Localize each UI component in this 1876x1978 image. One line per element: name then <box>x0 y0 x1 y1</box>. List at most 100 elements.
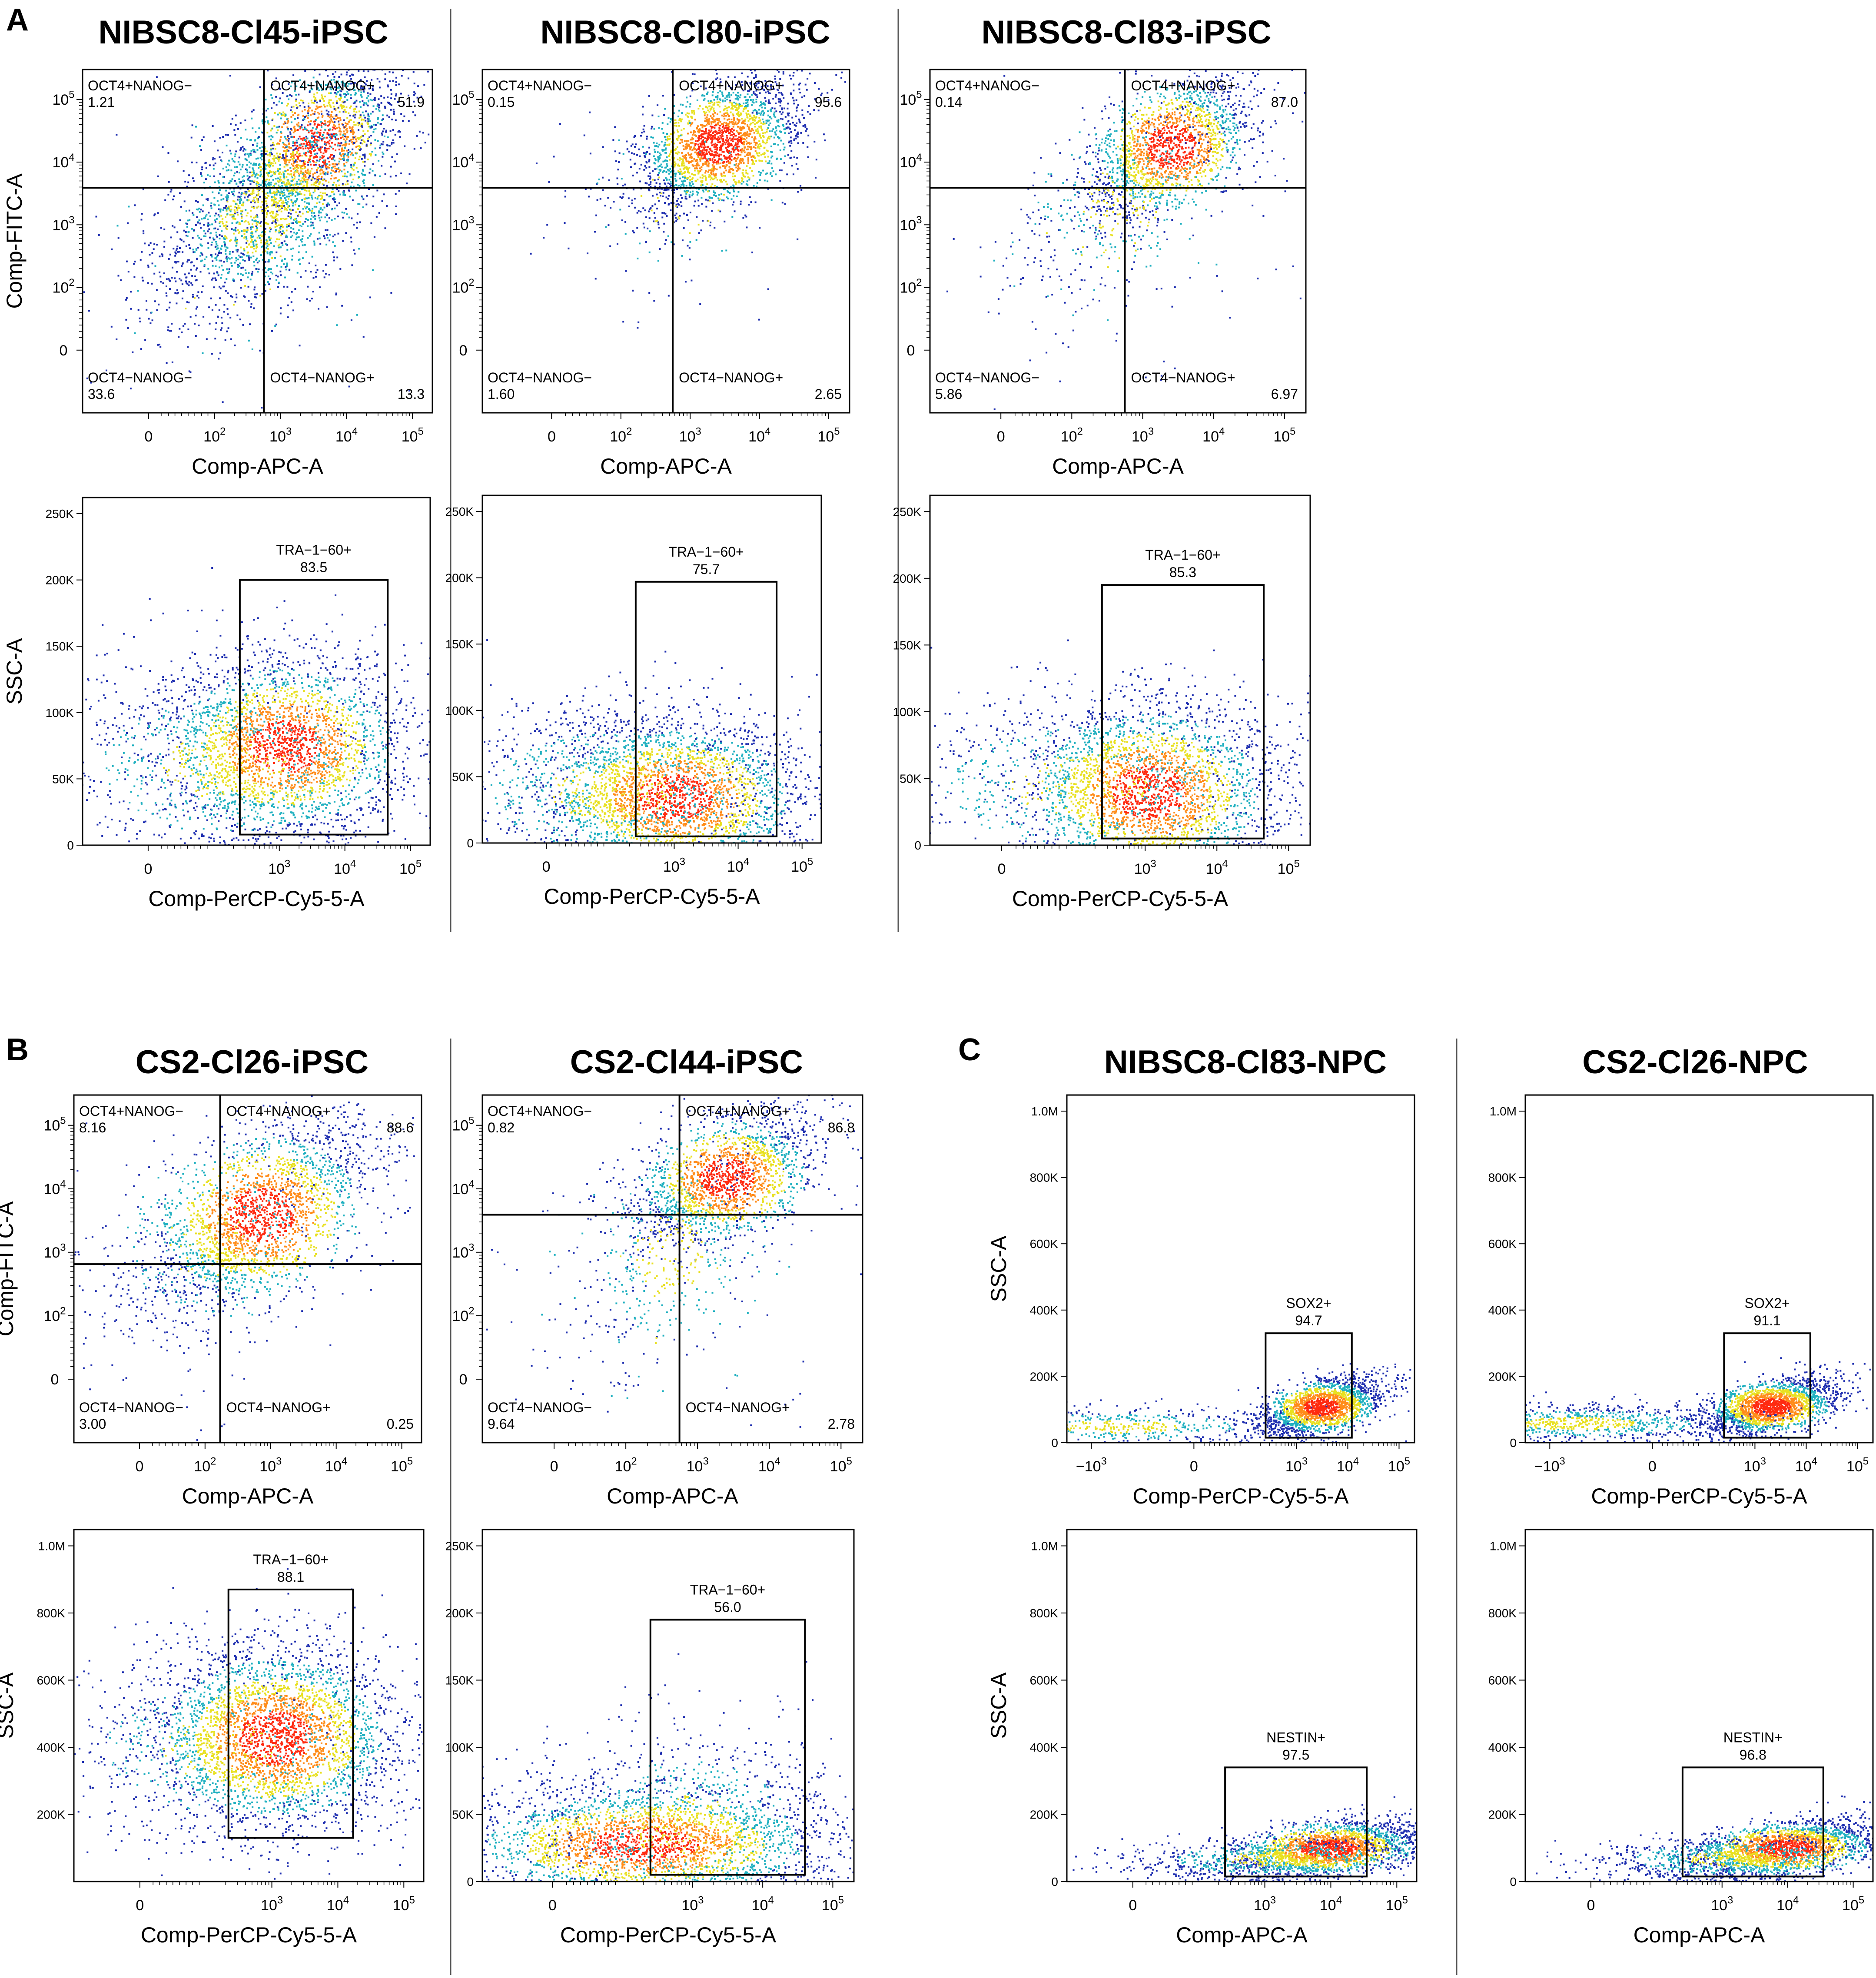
event-a2q-0-113 <box>817 110 820 112</box>
event-a2q-0-354 <box>748 204 750 206</box>
event-a1q-1-854 <box>285 202 287 204</box>
event-a1q-0-355 <box>333 79 335 81</box>
event-a2q-0-447 <box>657 179 659 180</box>
event-a2q-0-491 <box>769 102 771 104</box>
event-a2q-0-843 <box>689 183 691 185</box>
event-a2q-0-154 <box>779 78 781 80</box>
event-a2q-0-1311 <box>713 110 715 112</box>
event-a1q-0-865 <box>293 174 295 176</box>
event-a1q-3-15 <box>156 76 158 78</box>
event-a1q-2-791 <box>268 165 270 167</box>
event-a2q-0-657 <box>654 145 656 147</box>
event-a1q-0-866 <box>324 106 326 108</box>
event-a2q-0-790 <box>774 131 776 133</box>
event-a1q-1-326 <box>173 195 175 197</box>
event-a1q-1-666 <box>203 230 205 232</box>
event-a2q-0-217 <box>807 156 809 158</box>
event-a2q-0-896 <box>722 100 724 101</box>
event-a2q-0-1312 <box>708 111 711 113</box>
event-a1q-1-1002 <box>248 199 250 201</box>
event-a1q-2-15 <box>95 216 97 218</box>
scatter-points <box>530 70 847 329</box>
event-a1q-2-817 <box>286 165 288 166</box>
event-a1q-0-364 <box>302 208 304 210</box>
event-a1q-2-10 <box>139 317 141 319</box>
event-a2q-0-471 <box>712 202 714 204</box>
event-a2q-0-477 <box>768 101 770 103</box>
event-a1q-0-1280 <box>329 133 332 136</box>
event-a1q-0-476 <box>273 185 275 187</box>
event-a1q-1-31 <box>396 153 398 155</box>
event-a1q-2-800 <box>311 178 313 180</box>
event-a2q-0-833 <box>667 123 669 125</box>
event-a1q-0-1050 <box>296 165 298 167</box>
event-a1q-2-240 <box>328 274 330 275</box>
event-a2q-0-1356 <box>722 175 724 177</box>
event-a2q-0-421 <box>755 90 757 92</box>
event-a1q-2-582 <box>234 166 236 168</box>
event-a2q-0-1032 <box>767 150 769 152</box>
event-a2q-0-1080 <box>697 179 699 181</box>
event-a2q-0-502 <box>774 107 776 110</box>
event-a2q-0-1419 <box>681 139 683 141</box>
event-a1q-2-526 <box>227 208 229 210</box>
event-a2q-0-60 <box>821 93 823 95</box>
event-a2q-0-1352 <box>698 171 700 173</box>
event-a1q-2-148 <box>215 279 217 281</box>
event-a2q-0-638 <box>712 91 714 93</box>
event-a1q-2-279 <box>279 97 281 100</box>
event-a1q-2-152 <box>214 277 216 279</box>
event-a2q-0-174 <box>654 203 656 206</box>
event-a1q-1-839 <box>285 199 287 201</box>
event-a2q-0-521 <box>651 126 653 128</box>
event-a1q-2-600 <box>284 136 286 138</box>
event-a2q-0-854 <box>692 183 694 185</box>
event-a1q-1-353 <box>332 198 334 200</box>
event-a1q-1-575 <box>312 227 315 229</box>
event-a2q-0-125 <box>653 212 655 214</box>
event-a1q-2-488 <box>252 241 254 243</box>
event-a1q-0-1312 <box>323 132 325 133</box>
event-a1q-2-504 <box>304 128 306 130</box>
event-a1q-2-193 <box>395 206 397 207</box>
event-a1q-1-928 <box>251 191 253 193</box>
event-a2q-0-1193 <box>677 159 679 160</box>
event-a1q-1-306 <box>177 261 179 262</box>
event-a1q-1-685 <box>271 174 273 176</box>
event-a2q-0-318 <box>760 86 763 88</box>
event-a1q-2-62 <box>221 322 223 324</box>
event-a2q-0-629 <box>680 186 682 188</box>
event-a2q-0-87 <box>792 75 794 77</box>
event-a1q-0-369 <box>342 82 344 84</box>
event-a1q-0-1017 <box>332 170 335 172</box>
event-a1q-1-539 <box>249 279 252 281</box>
event-a1q-2-275 <box>322 270 325 272</box>
event-a1q-1-337 <box>176 248 178 250</box>
event-a1q-1-492 <box>188 231 190 233</box>
event-a2q-0-1205 <box>673 143 675 145</box>
event-a1q-2-681 <box>242 179 245 182</box>
event-a1q-1-990 <box>231 214 233 216</box>
event-a1q-1-611 <box>216 259 218 261</box>
event-a1q-2-270 <box>314 100 316 102</box>
event-a1q-1-119 <box>334 136 336 138</box>
event-a2q-0-1390 <box>699 170 701 172</box>
event-a2q-0-343 <box>769 93 771 94</box>
event-a1q-2-424 <box>332 241 334 243</box>
event-a1q-0-1317 <box>321 155 323 156</box>
event-a1q-0-123 <box>395 84 397 86</box>
event-a1q-2-837 <box>305 179 307 181</box>
event-a2q-0-1034 <box>760 122 762 124</box>
event-a2q-0-1411 <box>687 160 689 163</box>
event-a1q-2-719 <box>296 153 298 154</box>
event-a1q-3-20 <box>261 407 263 409</box>
event-a1q-0-230 <box>257 198 259 200</box>
event-a1q-0-119 <box>269 228 272 230</box>
event-a1q-2-405 <box>362 180 364 183</box>
event-a2q-0-881 <box>771 151 773 153</box>
event-a2q-0-1161 <box>762 153 764 155</box>
plot-a1q: OCT4+NANOG−1.21OCT4+NANOG+51.9OCT4−NANOG… <box>2 69 433 478</box>
event-a1q-0-1105 <box>307 169 309 170</box>
event-a2q-0-1305 <box>752 161 754 163</box>
event-a1q-1-689 <box>302 235 304 237</box>
